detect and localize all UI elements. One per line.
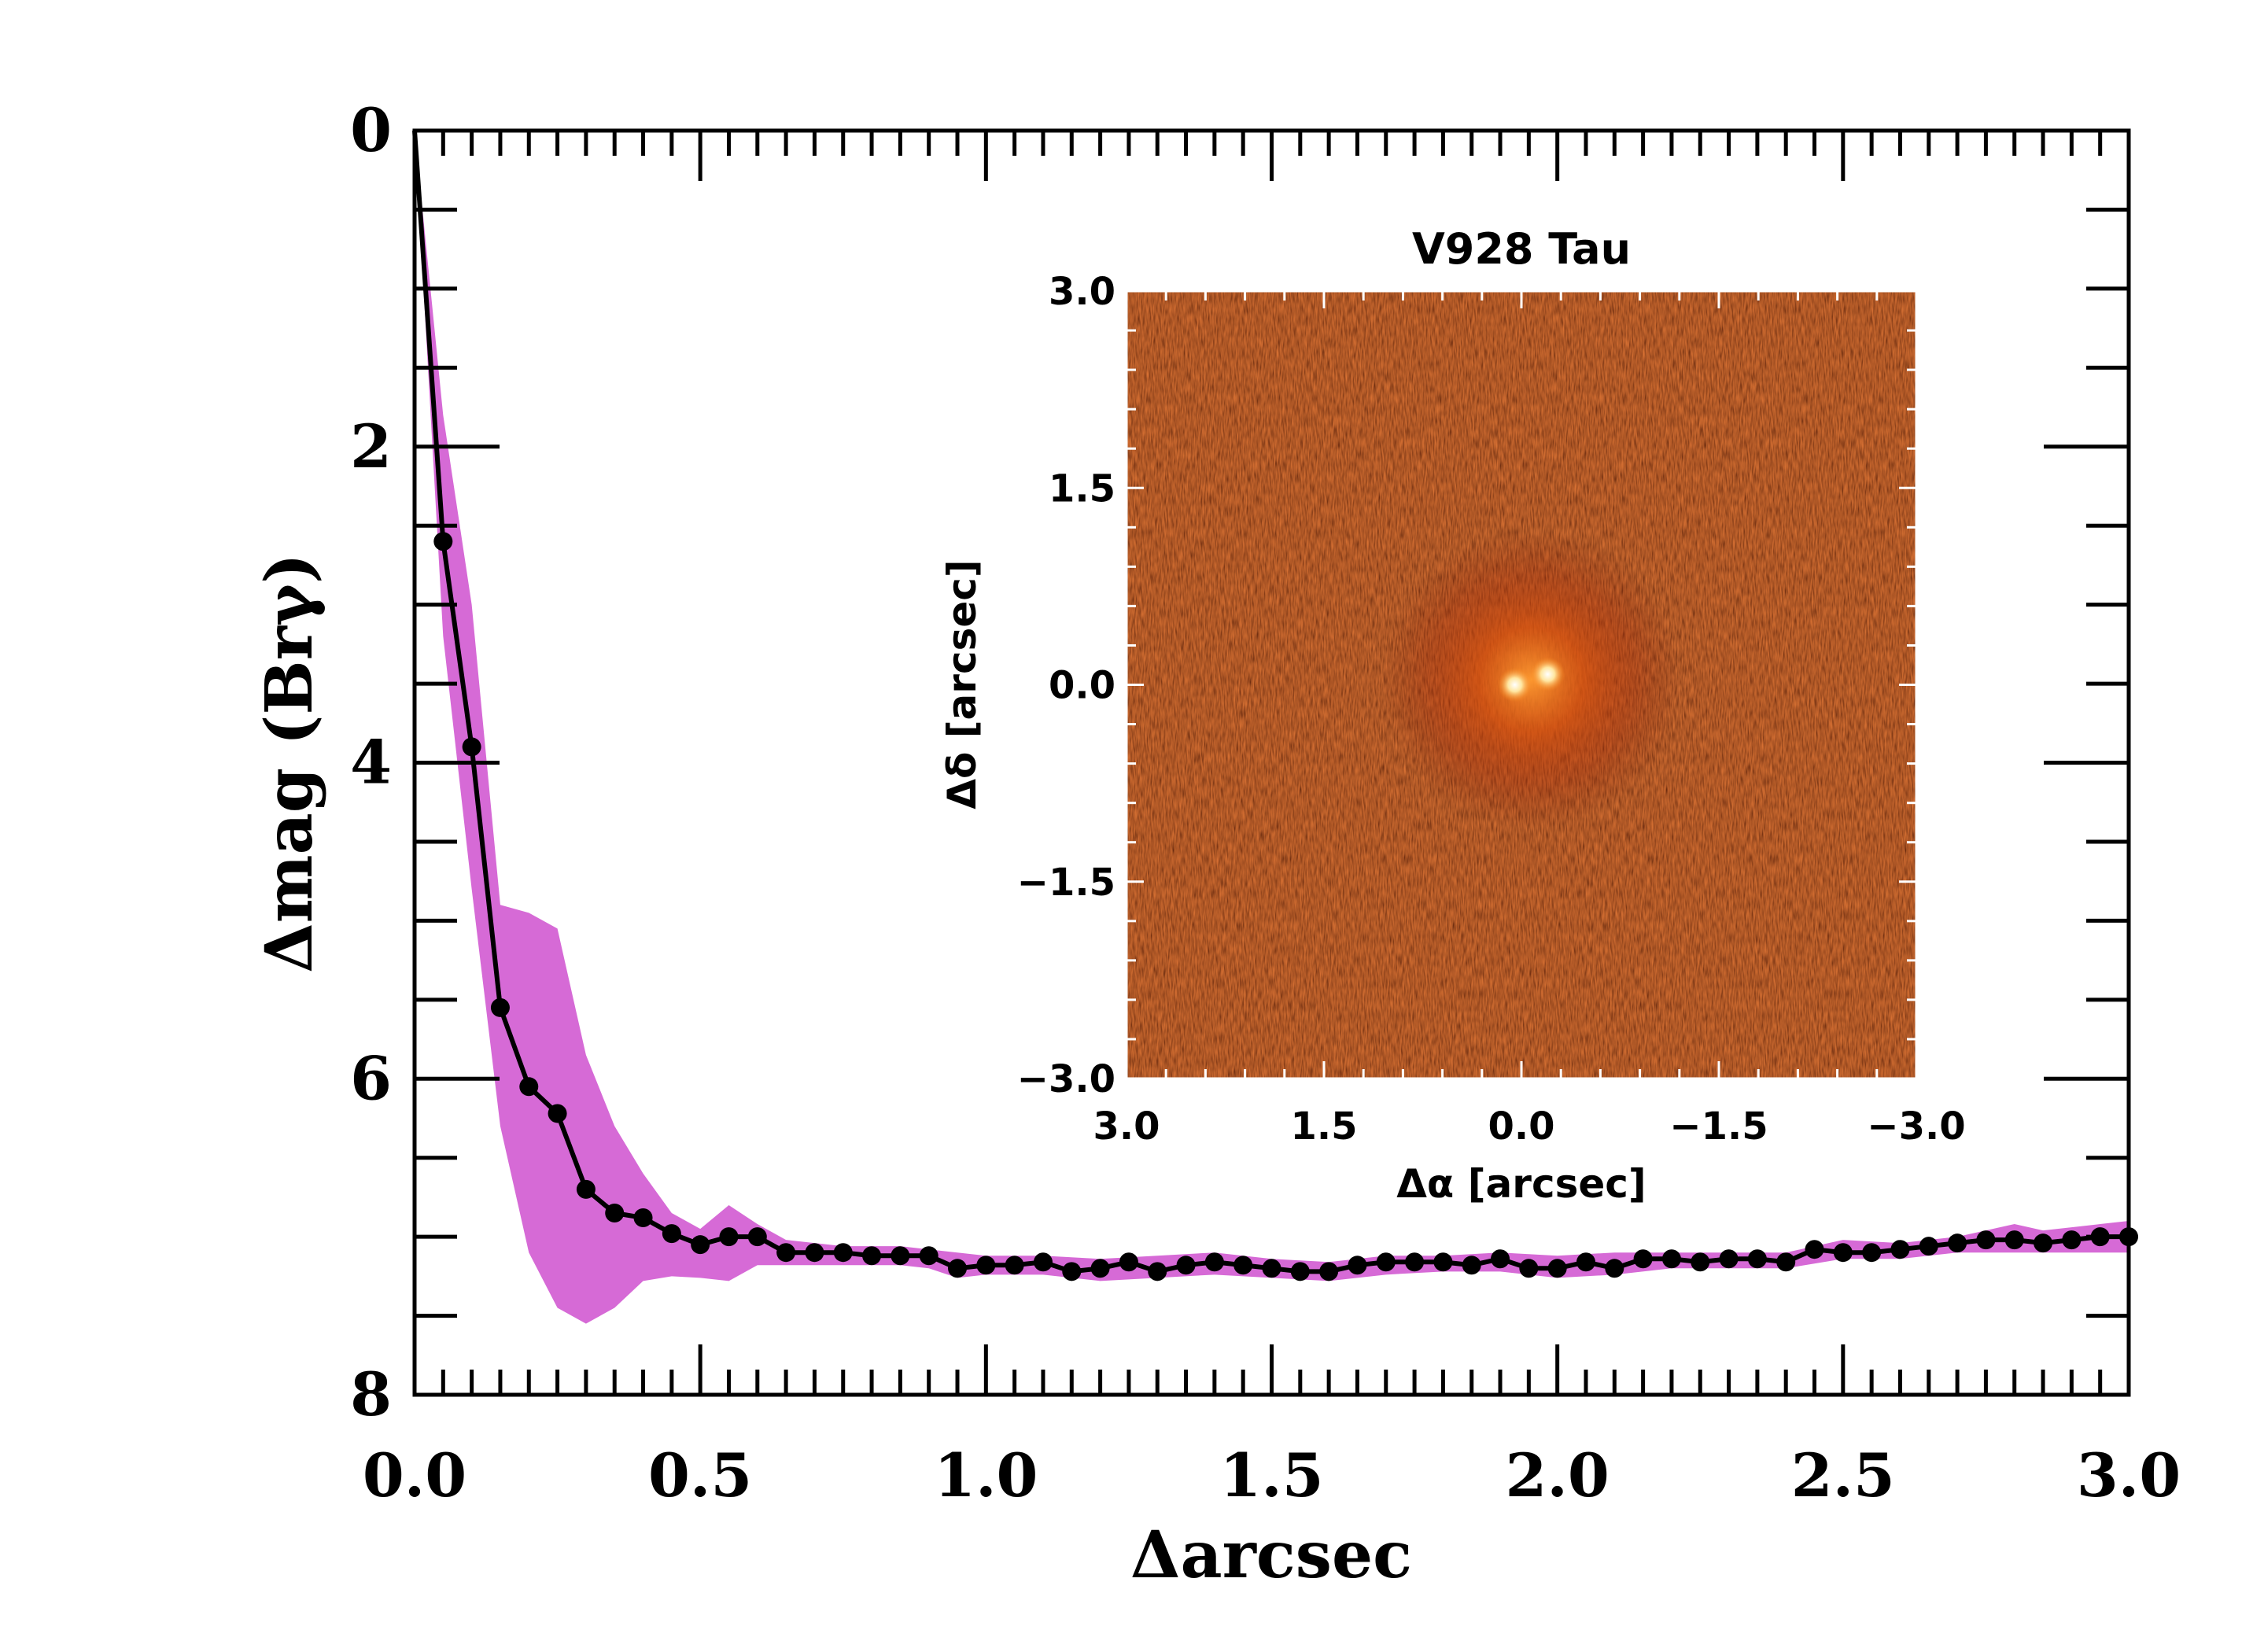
data-point (1005, 1256, 1024, 1275)
data-point (1919, 1237, 1938, 1256)
data-point (1433, 1252, 1453, 1272)
inset-x-tick-label: −3.0 (1867, 1104, 1965, 1149)
x-tick-label: 1.0 (934, 1440, 1038, 1510)
data-point (490, 997, 510, 1017)
data-point (633, 1208, 653, 1228)
y-tick-label: 6 (350, 1043, 392, 1113)
inset-x-tick-label: 1.5 (1290, 1104, 1357, 1149)
data-point (576, 1179, 596, 1199)
inset-y-tick-label: −1.5 (1017, 861, 1115, 905)
y-tick-label: 8 (350, 1359, 392, 1429)
x-tick-label: 2.0 (1506, 1440, 1610, 1510)
data-point (833, 1243, 853, 1263)
uncertainty-band (415, 131, 2129, 1324)
data-point (805, 1243, 824, 1263)
inset-image-panel: 3.0 1.5 0.0 −1.5 −3.0 3.0 1.5 0.0 −1.5 −3.0 V928… (939, 224, 1966, 1207)
data-point (1890, 1240, 1910, 1259)
data-point (1262, 1259, 1281, 1278)
data-point (433, 532, 453, 551)
inset-x-tick-label: 0.0 (1488, 1104, 1554, 1149)
data-point (1862, 1243, 1882, 1263)
data-point (691, 1235, 710, 1255)
data-point (1405, 1252, 1425, 1272)
data-point (1805, 1240, 1824, 1259)
inset-x-tick-labels: 3.0 1.5 0.0 −1.5 −3.0 (1093, 1104, 1965, 1149)
data-point (719, 1227, 739, 1247)
data-point (1376, 1252, 1396, 1272)
data-point (1204, 1252, 1224, 1272)
data-point (1605, 1259, 1624, 1278)
main-axis-ticks (412, 128, 2131, 1397)
data-point (1691, 1252, 1710, 1272)
data-point (1976, 1230, 1996, 1250)
data-point (1033, 1252, 1053, 1272)
inset-x-tick-label: 3.0 (1093, 1104, 1160, 1149)
main-x-tick-labels: 0.0 0.5 1.0 1.5 2.0 2.5 3.0 (363, 1440, 2181, 1510)
data-point (776, 1243, 796, 1263)
x-tick-label: 0.5 (648, 1440, 752, 1510)
data-point (2062, 1230, 2082, 1250)
data-point (519, 1077, 539, 1097)
x-tick-label: 2.5 (1791, 1440, 1895, 1510)
data-point (919, 1246, 938, 1266)
data-point (1462, 1256, 1481, 1275)
inset-x-tick-label: −1.5 (1669, 1104, 1768, 1149)
y-tick-label: 0 (350, 95, 392, 165)
inset-y-tick-label: 1.5 (1049, 466, 1115, 511)
data-point (1776, 1252, 1796, 1272)
data-point (1948, 1233, 1967, 1253)
star-source (1497, 667, 1532, 702)
inset-axis-ticks (1125, 289, 1918, 1080)
y-tick-label: 4 (350, 728, 392, 798)
data-point (1633, 1249, 1653, 1269)
data-point (891, 1246, 910, 1266)
x-tick-label: 1.5 (1219, 1440, 1323, 1510)
data-point (1833, 1243, 1853, 1263)
data-point (462, 737, 481, 757)
inset-title: V928 Tau (1412, 224, 1631, 274)
data-point (1719, 1249, 1739, 1269)
main-x-axis-label: Δarcsec (1130, 1517, 1412, 1593)
data-point (2004, 1230, 2024, 1250)
data-point (2034, 1233, 2053, 1253)
inset-y-tick-label: −3.0 (1017, 1057, 1115, 1101)
data-point (1062, 1262, 1082, 1281)
x-tick-label: 3.0 (2077, 1440, 2181, 1510)
data-point (1519, 1259, 1539, 1278)
data-point (862, 1246, 882, 1266)
data-point (1148, 1262, 1167, 1281)
data-point (976, 1256, 996, 1275)
data-point (1290, 1262, 1310, 1281)
inset-y-tick-label: 0.0 (1049, 664, 1115, 708)
data-point (662, 1224, 681, 1244)
data-point (948, 1259, 968, 1278)
data-point (1319, 1262, 1339, 1281)
data-point (1747, 1249, 1767, 1269)
x-tick-label: 0.0 (363, 1440, 466, 1510)
y-tick-label: 2 (350, 411, 392, 481)
data-point (747, 1227, 767, 1247)
data-point (1176, 1256, 1196, 1275)
data-point (548, 1104, 567, 1123)
inset-x-axis-label: Δα [arcsec] (1396, 1161, 1646, 1207)
data-point (1233, 1256, 1253, 1275)
main-y-tick-labels: 0 2 4 6 8 (350, 95, 392, 1429)
inset-y-tick-labels: 3.0 1.5 0.0 −1.5 −3.0 (1017, 270, 1115, 1101)
contrast-points (433, 532, 2138, 1281)
data-point (1576, 1252, 1595, 1272)
inset-y-axis-label: Δδ [arcsec] (939, 559, 985, 809)
inset-sources (1381, 529, 1681, 829)
inset-y-tick-label: 3.0 (1049, 270, 1115, 314)
data-point (1090, 1259, 1110, 1278)
main-y-axis-label: Δmag (Brγ) (252, 553, 327, 973)
data-point (1348, 1256, 1367, 1275)
contrast-plot: 0.0 0.5 1.0 1.5 2.0 2.5 3.0 0 2 4 6 8 Δarcsec Δmag… (252, 95, 2181, 1593)
star-source (1530, 657, 1565, 692)
data-point (1547, 1259, 1567, 1278)
data-point (605, 1203, 625, 1222)
data-point (1661, 1249, 1681, 1269)
data-point (1119, 1252, 1138, 1272)
data-point (1491, 1249, 1510, 1269)
